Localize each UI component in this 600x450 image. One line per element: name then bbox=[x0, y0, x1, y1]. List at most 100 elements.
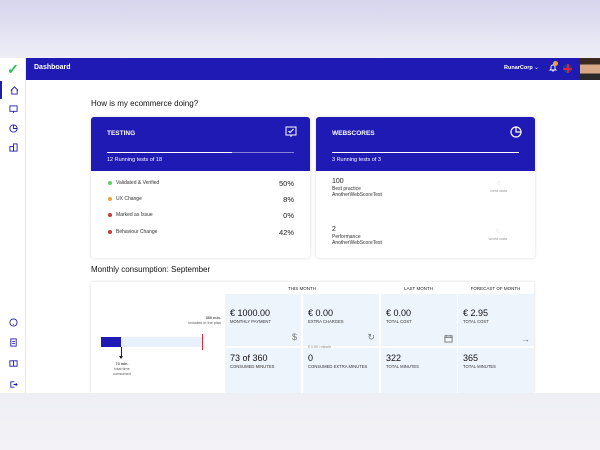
forecast-cost-cell: € 2.95 TOTAL COST → bbox=[458, 294, 534, 346]
score-value: 2 bbox=[332, 226, 336, 233]
total-minutes: 73 min. bbox=[115, 362, 129, 366]
consumed-extra-cell: 0 CONSUMED EXTRA MINUTES bbox=[303, 348, 379, 393]
total-time-label: 73 min. total time consumed bbox=[109, 362, 135, 377]
page-title: Dashboard bbox=[34, 64, 71, 71]
webscores-card: WEBSCORES 3 Running tests of 3 100 Best … bbox=[316, 117, 535, 258]
buildings-icon[interactable] bbox=[0, 138, 26, 156]
testing-subtitle: 12 Running tests of 18 bbox=[107, 157, 163, 163]
hand-coin-icon: ↻ bbox=[367, 332, 375, 342]
testing-progress-bar bbox=[107, 152, 294, 153]
consumed-caption: consumed bbox=[113, 372, 131, 376]
score-label: Performance bbox=[332, 233, 361, 240]
list-item: Behaviour Change 42% bbox=[107, 228, 294, 238]
monthly-payment-value: € 1000.00 bbox=[230, 308, 271, 318]
status-dot bbox=[108, 213, 112, 217]
usage-track bbox=[101, 337, 202, 347]
last-month-minutes-cell: 322 TOTAL MINUTES bbox=[381, 348, 457, 393]
arrow-right-icon: → bbox=[521, 334, 530, 344]
logo-check-icon[interactable]: ✓ bbox=[7, 60, 19, 77]
uk-flag-icon[interactable] bbox=[563, 64, 572, 73]
list-item: 100 Best practice AnotherWebScoreTest ♢ … bbox=[332, 178, 519, 199]
webscores-card-header: WEBSCORES 3 Running tests of 3 bbox=[316, 117, 535, 171]
included-minutes: 360 min. bbox=[205, 316, 221, 320]
last-month-cost-value: € 0.00 bbox=[386, 308, 412, 318]
forecast-cost-label: TOTAL COST bbox=[463, 319, 489, 324]
logout-icon[interactable] bbox=[0, 375, 26, 393]
webscores-subtitle: 3 Running tests of 3 bbox=[332, 157, 381, 163]
extra-charges-value: € 0.00 bbox=[308, 308, 334, 318]
usage-fill bbox=[101, 337, 121, 347]
extra-charges-cell: € 0.00 EXTRA CHARGES € 0.59 / minute ↻ bbox=[303, 294, 379, 349]
row-percent: 42% bbox=[278, 228, 294, 237]
usage-pointer bbox=[121, 347, 122, 358]
help-circle-icon[interactable] bbox=[0, 313, 26, 331]
included-minutes-label: 360 min. included in the plan bbox=[188, 316, 221, 326]
list-item: Validated & Verified 50% bbox=[107, 179, 294, 189]
row-percent: 0% bbox=[283, 211, 294, 220]
consumed-extra-value: 0 bbox=[308, 353, 314, 363]
side-label: worst data bbox=[488, 235, 507, 241]
webscores-progress-bar bbox=[332, 152, 519, 153]
row-percent: 8% bbox=[283, 195, 294, 204]
included-caption: included in the plan bbox=[188, 321, 221, 325]
sidebar: ✓ bbox=[0, 58, 26, 393]
home-icon[interactable] bbox=[0, 81, 26, 99]
last-month-header: LAST MONTH bbox=[404, 286, 433, 291]
score-test-name: AnotherWebScoreTest bbox=[332, 192, 382, 198]
score-value: 100 bbox=[332, 178, 344, 185]
chevron-down-icon[interactable]: ⌄ bbox=[534, 65, 540, 71]
score-test-name: AnotherWebScoreTest bbox=[332, 240, 382, 246]
thumbs-up-icon: ♢ bbox=[496, 181, 502, 187]
row-label: Behaviour Change bbox=[116, 229, 158, 235]
row-percent: 50% bbox=[278, 179, 294, 188]
app-window: ✓ Dashboard RunarCorp ⌄ bbox=[0, 58, 600, 393]
monthly-consumption-panel: 360 min. included in the plan 73 min. to… bbox=[91, 282, 534, 393]
presentation-check-icon bbox=[285, 126, 297, 137]
row-label: Marked as Issue bbox=[116, 212, 153, 218]
presentation-icon[interactable] bbox=[0, 100, 26, 118]
consumed-minutes-label: CONSUMED MINUTES bbox=[230, 364, 275, 369]
forecast-header: FORECAST OF MONTH bbox=[470, 286, 521, 291]
pie-chart-icon bbox=[510, 126, 522, 138]
status-dot bbox=[108, 230, 112, 234]
monthly-heading: Monthly consumption: September bbox=[91, 265, 211, 274]
testing-card: TESTING 12 Running tests of 18 Validated… bbox=[91, 117, 310, 258]
usage-pointer-arrow bbox=[119, 356, 123, 359]
avatar[interactable] bbox=[580, 58, 600, 80]
list-item: UX Change 8% bbox=[107, 195, 294, 205]
testing-title: TESTING bbox=[107, 130, 136, 137]
book-icon[interactable] bbox=[0, 354, 26, 372]
overview-heading: How is my ecommerce doing? bbox=[91, 99, 199, 108]
last-month-minutes-value: 322 bbox=[386, 353, 402, 363]
consumed-extra-label: CONSUMED EXTRA MINUTES bbox=[308, 364, 368, 369]
list-item: 2 Performance AnotherWebScoreTest ♢ wors… bbox=[332, 226, 519, 247]
pie-chart-icon[interactable] bbox=[0, 119, 26, 137]
worst-data-indicator: ♢ worst data bbox=[489, 229, 507, 242]
forecast-minutes-value: 365 bbox=[463, 353, 479, 363]
notification-badge bbox=[553, 61, 558, 66]
testing-card-header: TESTING 12 Running tests of 18 bbox=[91, 117, 310, 171]
status-dot bbox=[108, 197, 112, 201]
calendar-icon bbox=[444, 334, 453, 343]
usage-gauge: 360 min. included in the plan 73 min. to… bbox=[91, 282, 224, 393]
thumbs-down-icon: ♢ bbox=[495, 229, 501, 235]
total-caption: total time bbox=[114, 367, 130, 371]
webscores-title: WEBSCORES bbox=[332, 130, 375, 137]
extra-charges-label: EXTRA CHARGES bbox=[308, 319, 344, 324]
monthly-payment-cell: € 1000.00 MONTHLY PAYMENT $ bbox=[225, 294, 301, 346]
list-item: Marked as Issue 0% bbox=[107, 211, 294, 221]
consumed-minutes-cell: 73 of 360 CONSUMED MINUTES bbox=[225, 348, 301, 393]
top-bar: Dashboard RunarCorp ⌄ bbox=[26, 58, 600, 80]
org-selector[interactable]: RunarCorp bbox=[504, 65, 533, 71]
plan-limit-marker bbox=[202, 334, 203, 350]
status-dot bbox=[108, 181, 112, 185]
dollar-icon: $ bbox=[291, 332, 297, 342]
best-data-indicator: ♢ best data bbox=[491, 181, 507, 194]
forecast-cost-value: € 2.95 bbox=[463, 308, 489, 318]
extra-charges-rate: € 0.59 / minute bbox=[308, 345, 332, 349]
row-label: UX Change bbox=[116, 196, 142, 202]
last-month-cost-label: TOTAL COST bbox=[386, 319, 412, 324]
last-month-minutes-label: TOTAL MINUTES bbox=[386, 364, 419, 369]
document-icon[interactable] bbox=[0, 333, 26, 351]
row-label: Validated & Verified bbox=[116, 180, 160, 186]
